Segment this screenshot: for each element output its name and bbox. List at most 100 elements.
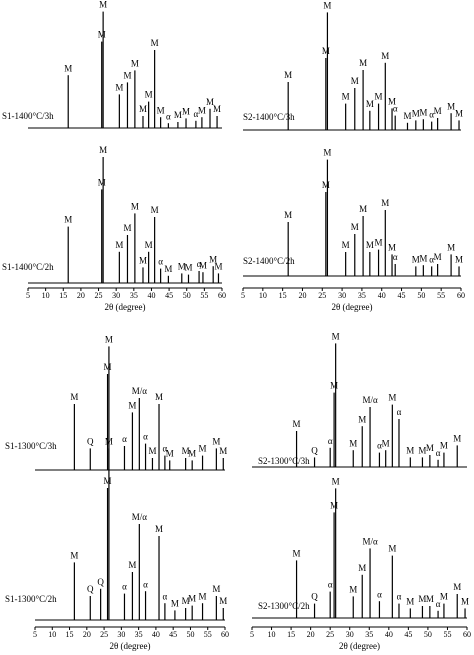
peak-label: M/α (362, 395, 378, 405)
peak-label: M (64, 215, 72, 225)
peak-label: M (155, 392, 163, 402)
peak-label: α (328, 436, 333, 446)
peak-label: α (397, 592, 402, 602)
peak-label: M (198, 105, 206, 115)
peak-label: M (293, 419, 301, 429)
peak-label: M (188, 448, 196, 458)
peak-label: M (182, 106, 190, 116)
peak-label: M (455, 254, 463, 264)
peak-label: M (349, 584, 357, 594)
peak-label: α (143, 432, 148, 442)
peak-label: M (453, 433, 461, 443)
peak-label: M (284, 210, 292, 220)
peak-label: M (104, 476, 112, 486)
peak-label: α (436, 448, 441, 458)
x-tick-label: 5 (26, 291, 30, 300)
x-tick-label: 30 (346, 630, 354, 639)
x-tick-label: 55 (443, 630, 451, 639)
peak-label: M (157, 105, 165, 115)
peak-label: α (393, 252, 398, 262)
peak-label: M/α (132, 386, 148, 396)
peak-label: M (418, 594, 426, 604)
peak-label: M (332, 331, 340, 341)
peak-label: α (194, 109, 199, 119)
x-tick-label: 5 (250, 630, 254, 639)
peak-label: M (330, 381, 338, 391)
peak-label: M (434, 252, 442, 262)
x-axis-label: 2θ (degree) (109, 641, 150, 651)
peak-label: M (323, 148, 331, 158)
peak-label: M (199, 591, 207, 601)
peak-label: M (461, 596, 469, 606)
x-tick-label: 50 (417, 291, 425, 300)
x-tick-label: 60 (218, 291, 226, 300)
x-tick-label: 45 (404, 630, 412, 639)
peak-label: α (393, 104, 398, 114)
peak-label: M (151, 38, 159, 48)
x-tick-label: 40 (385, 630, 393, 639)
trace-label: S1-1300°C/2h (5, 594, 57, 604)
peak-label: M (388, 96, 396, 106)
peak-label: M (182, 596, 190, 606)
peak-label: M (388, 242, 396, 252)
peak-label: M/α (132, 512, 148, 522)
peak-label: M (351, 222, 359, 232)
trace-label: S1-1300°C/3h (5, 441, 57, 451)
x-tick-label: 55 (204, 630, 212, 639)
peak-label: M (219, 596, 227, 606)
peak-label: M (98, 30, 106, 40)
x-tick-label: 60 (463, 630, 471, 639)
peak-label: M (178, 261, 186, 271)
peak-label: M (453, 582, 461, 592)
x-tick-label: 15 (279, 291, 287, 300)
peak-label: M (388, 544, 396, 554)
peak-label: M (375, 92, 383, 102)
peak-label: M (351, 76, 359, 86)
peak-label: M (155, 524, 163, 534)
peak-label: α (122, 582, 127, 592)
peak-label: M (131, 201, 139, 211)
peak-label: M (412, 254, 420, 264)
peak-label: M (418, 445, 426, 455)
x-tick-label: 20 (83, 630, 91, 639)
peak-label: M (375, 238, 383, 248)
peak-label: M (332, 476, 340, 486)
peak-label: M (358, 414, 366, 424)
trace-label: S1-1400°C/2h (2, 262, 54, 272)
x-tick-label: 25 (318, 291, 326, 300)
x-axis-label: 2θ (degree) (104, 302, 145, 312)
peak-label: M (206, 97, 214, 107)
x-tick-label: 45 (169, 630, 177, 639)
peak-label: Q (311, 445, 318, 455)
x-tick-label: 10 (42, 291, 50, 300)
x-tick-label: 25 (95, 291, 103, 300)
peak-label: M (426, 443, 434, 453)
peak-label: M (447, 101, 455, 111)
x-tick-label: 55 (200, 291, 208, 300)
peak-label: M (359, 204, 367, 214)
x-tick-label: 5 (33, 630, 37, 639)
x-axis-label: 2θ (degree) (331, 302, 372, 312)
x-tick-label: 25 (100, 630, 108, 639)
x-tick-label: 40 (152, 630, 160, 639)
peak-label: α (429, 110, 434, 120)
peak-label: M (128, 400, 136, 410)
peak-label: α (328, 580, 333, 590)
peak-label: M (219, 446, 227, 456)
x-tick-label: 50 (186, 630, 194, 639)
peak-label: M (440, 592, 448, 602)
peak-label: M (99, 145, 107, 155)
peak-label: M (349, 438, 357, 448)
peak-label: M (209, 254, 217, 264)
x-tick-label: 35 (135, 630, 143, 639)
peak-label: M (199, 444, 207, 454)
peak-label: M (139, 255, 147, 265)
peak-label: α (143, 579, 148, 589)
peak-label: M (322, 180, 330, 190)
peak-label: Q (311, 592, 318, 602)
peak-label: M (212, 436, 220, 446)
peak-label: M (419, 253, 427, 263)
peak-label: M (99, 0, 107, 10)
peak-label: M/α (362, 536, 378, 546)
